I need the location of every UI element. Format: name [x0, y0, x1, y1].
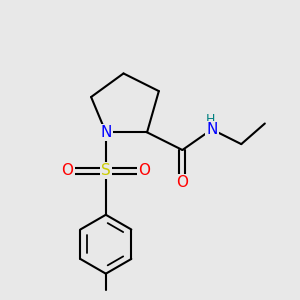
Text: S: S — [101, 163, 111, 178]
Text: H: H — [206, 113, 215, 127]
Text: O: O — [176, 175, 188, 190]
Text: N: N — [100, 125, 112, 140]
Text: N: N — [206, 122, 218, 137]
Text: O: O — [61, 163, 74, 178]
Text: O: O — [138, 163, 150, 178]
